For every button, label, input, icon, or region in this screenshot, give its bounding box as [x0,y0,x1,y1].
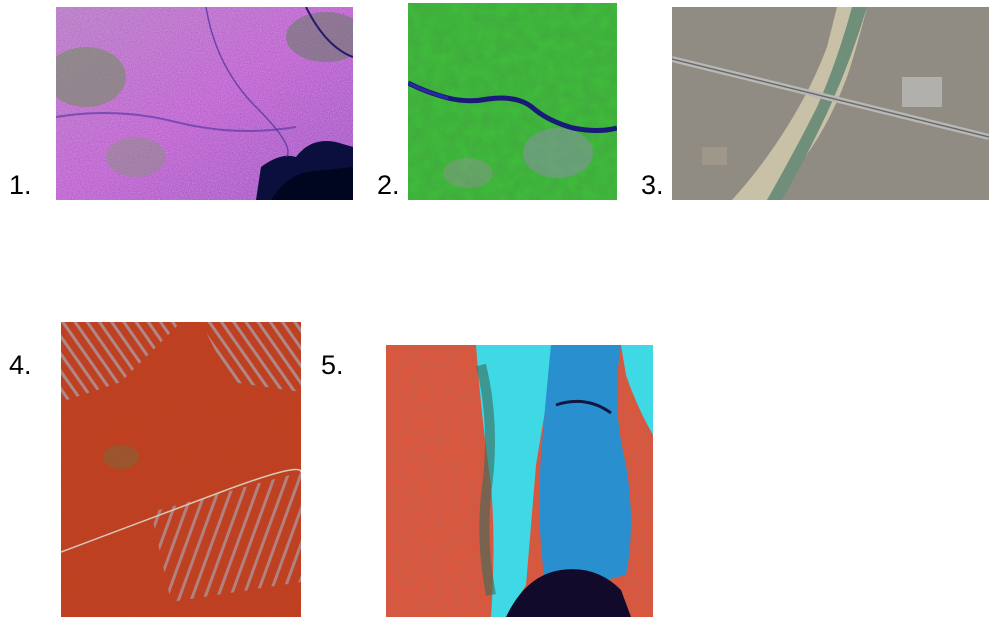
panel-5-image [386,345,653,617]
panel-3-image [672,7,989,200]
red-cyan-infrared-lake-valley-satellite-icon [386,345,653,617]
panel-4-label: 4. [9,350,32,380]
false-color-city-satellite-icon [56,7,353,200]
urban-bridge-river-satellite-icon [672,7,989,200]
panel-5-label: 5. [321,350,344,380]
panel-3-label: 3. [641,170,664,200]
green-forest-river-satellite-icon [408,3,617,200]
red-infrared-deforestation-satellite-icon [61,322,301,617]
panel-4-image [61,322,301,617]
panel-1-label: 1. [9,170,32,200]
panel-2-label: 2. [377,170,400,200]
panel-1-image [56,7,353,200]
panel-2-image [408,3,617,200]
